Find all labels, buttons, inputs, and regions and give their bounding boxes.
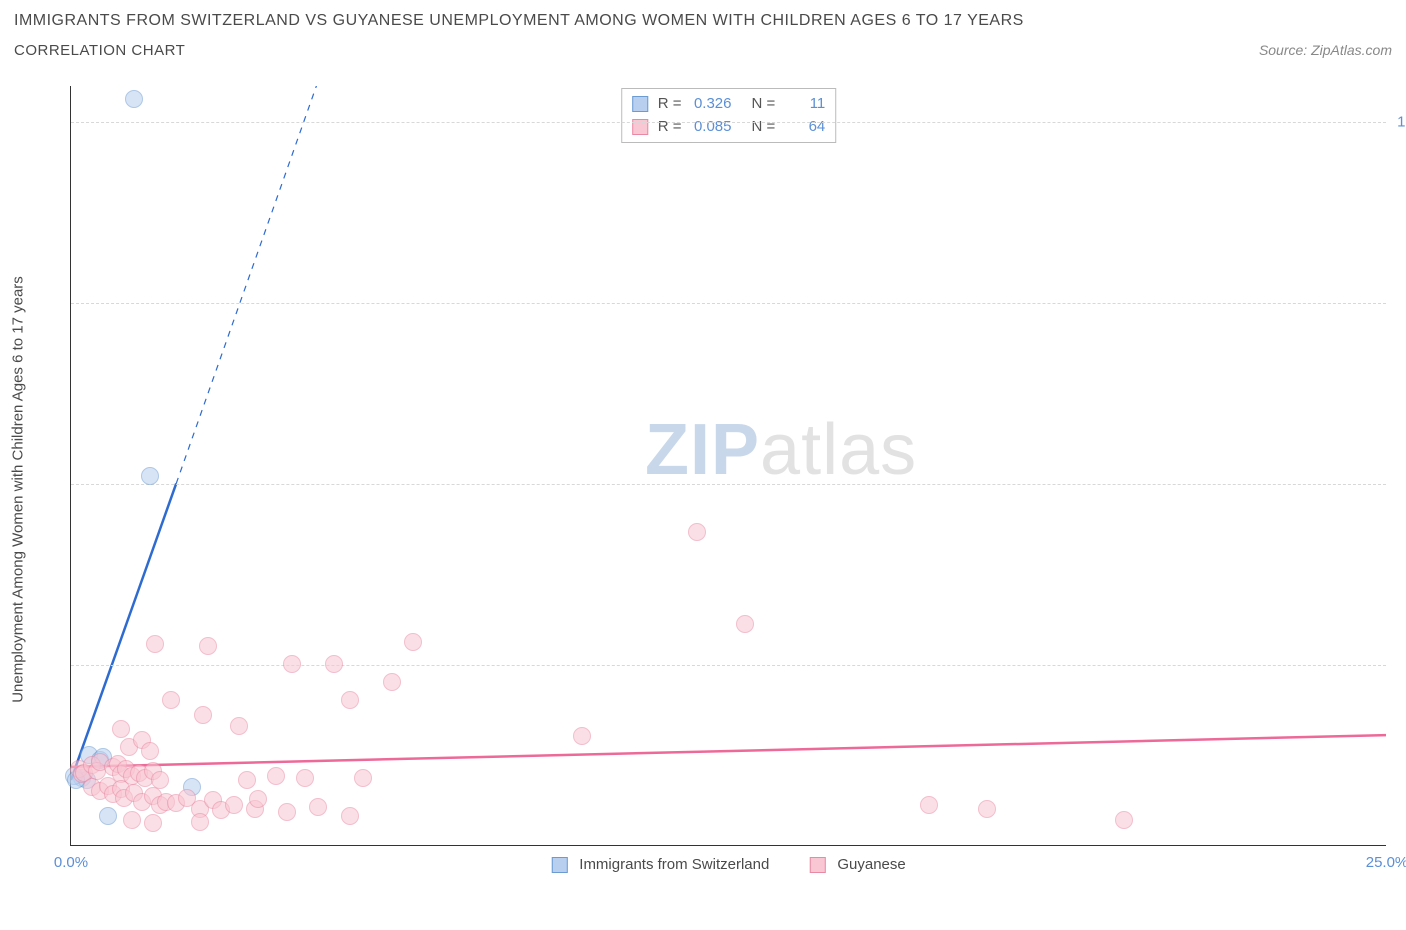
data-point-guyanese xyxy=(736,615,754,633)
data-point-guyanese xyxy=(144,814,162,832)
header: IMMIGRANTS FROM SWITZERLAND VS GUYANESE … xyxy=(14,12,1392,59)
data-point-guyanese xyxy=(278,803,296,821)
data-point-guyanese xyxy=(325,655,343,673)
data-point-guyanese xyxy=(688,523,706,541)
legend-item-switz: Immigrants from Switzerland xyxy=(551,856,769,873)
swatch-guyanese xyxy=(632,119,648,135)
data-point-guyanese xyxy=(141,742,159,760)
chart-subtitle: CORRELATION CHART xyxy=(14,42,185,59)
data-point-guyanese xyxy=(573,727,591,745)
data-point-guyanese xyxy=(238,771,256,789)
trend-line-guyanese xyxy=(71,735,1386,767)
stats-row-switz: R = 0.326 N = 11 xyxy=(632,93,826,116)
x-tick-label: 0.0% xyxy=(54,854,88,871)
gridline xyxy=(71,484,1386,485)
legend-item-guyanese: Guyanese xyxy=(809,856,905,873)
data-point-guyanese xyxy=(283,655,301,673)
data-point-switz xyxy=(99,807,117,825)
watermark: ZIPatlas xyxy=(645,409,917,491)
data-point-guyanese xyxy=(354,769,372,787)
data-point-guyanese xyxy=(146,635,164,653)
swatch-switz xyxy=(632,96,648,112)
data-point-guyanese xyxy=(225,796,243,814)
chart-container: Unemployment Among Women with Children A… xyxy=(48,86,1388,876)
series-legend: Immigrants from Switzerland Guyanese xyxy=(551,856,905,873)
legend-label: Guyanese xyxy=(837,856,905,873)
stats-row-guyanese: R = 0.085 N = 64 xyxy=(632,116,826,139)
data-point-switz xyxy=(125,90,143,108)
data-point-guyanese xyxy=(162,691,180,709)
swatch-guyanese xyxy=(809,857,825,873)
data-point-guyanese xyxy=(920,796,938,814)
x-tick-label: 25.0% xyxy=(1366,854,1406,871)
gridline xyxy=(71,122,1386,123)
data-point-guyanese xyxy=(309,798,327,816)
data-point-guyanese xyxy=(194,706,212,724)
plot-area: ZIPatlas R = 0.326 N = 11 R = 0.085 N = … xyxy=(70,86,1386,846)
data-point-guyanese xyxy=(341,807,359,825)
trend-lines xyxy=(71,86,1386,845)
gridline xyxy=(71,665,1386,666)
y-tick-label: 25.0% xyxy=(1392,657,1406,674)
legend-label: Immigrants from Switzerland xyxy=(579,856,769,873)
data-point-guyanese xyxy=(341,691,359,709)
data-point-guyanese xyxy=(404,633,422,651)
data-point-guyanese xyxy=(267,767,285,785)
data-point-guyanese xyxy=(383,673,401,691)
source-attribution: Source: ZipAtlas.com xyxy=(1259,42,1392,58)
data-point-switz xyxy=(141,467,159,485)
y-axis-label: Unemployment Among Women with Children A… xyxy=(10,276,27,703)
chart-title: IMMIGRANTS FROM SWITZERLAND VS GUYANESE … xyxy=(14,12,1392,30)
data-point-guyanese xyxy=(191,813,209,831)
y-tick-label: 50.0% xyxy=(1392,476,1406,493)
stats-legend: R = 0.326 N = 11 R = 0.085 N = 64 xyxy=(621,88,837,143)
data-point-guyanese xyxy=(112,720,130,738)
y-tick-label: 75.0% xyxy=(1392,295,1406,312)
data-point-guyanese xyxy=(123,811,141,829)
data-point-guyanese xyxy=(230,717,248,735)
data-point-guyanese xyxy=(296,769,314,787)
trend-line-dash-switz xyxy=(176,86,423,484)
data-point-guyanese xyxy=(199,637,217,655)
swatch-switz xyxy=(551,857,567,873)
gridline xyxy=(71,303,1386,304)
y-tick-label: 100.0% xyxy=(1392,114,1406,131)
data-point-guyanese xyxy=(978,800,996,818)
data-point-guyanese xyxy=(1115,811,1133,829)
data-point-guyanese xyxy=(249,790,267,808)
